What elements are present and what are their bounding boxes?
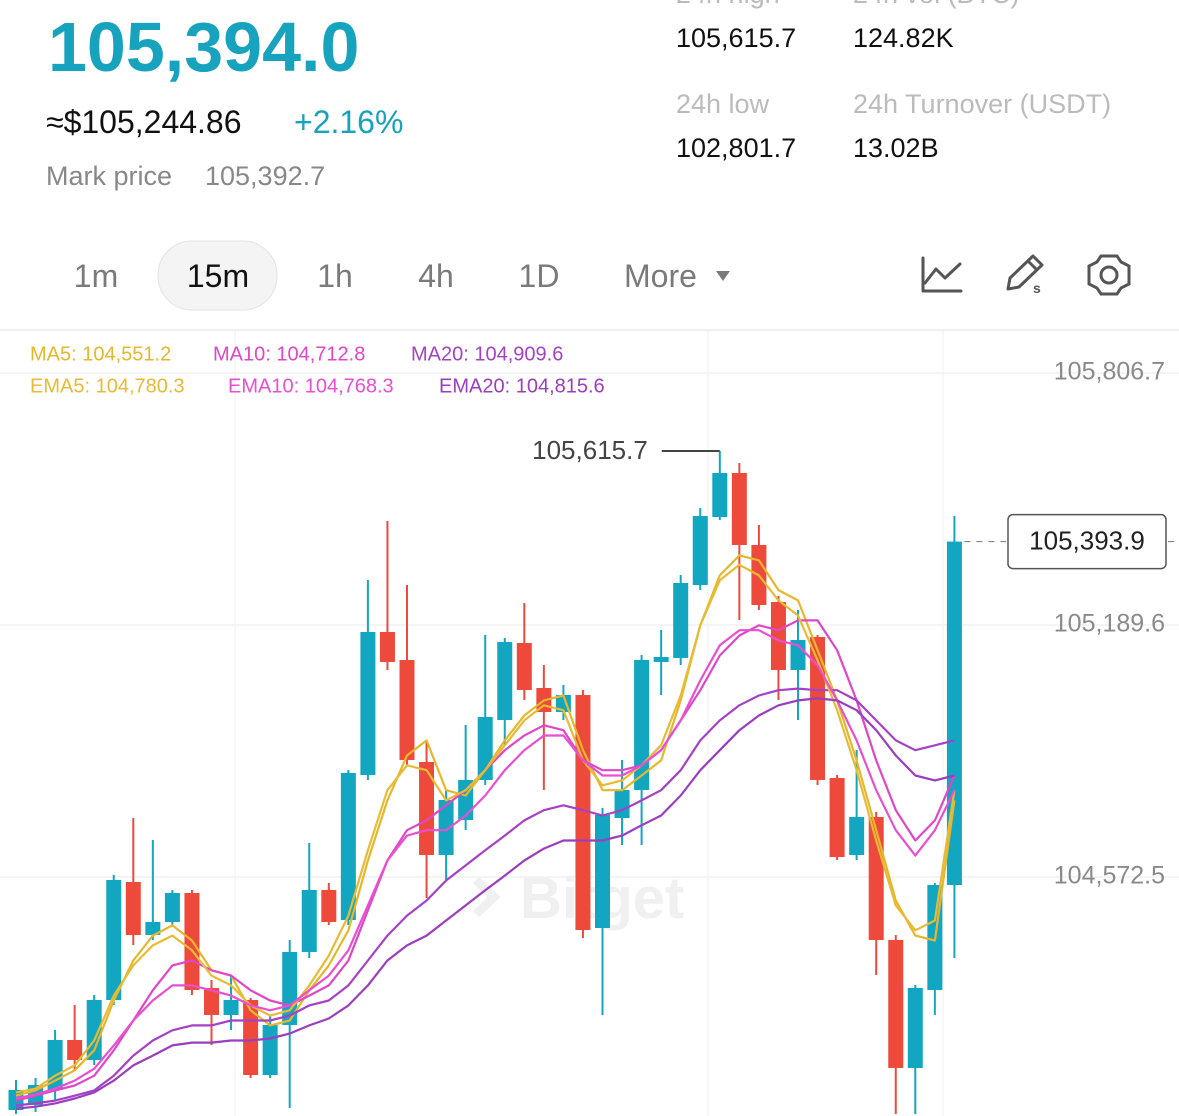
tab[interactable]: 1D [519, 258, 560, 294]
high-label: 105,615.7 [532, 435, 648, 465]
legend-entry: EMA5: 104,780.3 [30, 375, 185, 397]
candle-body [497, 642, 513, 720]
candle-body [595, 814, 610, 929]
settings-icon[interactable] [1087, 254, 1131, 296]
stat-value: 102,801.7 [676, 133, 796, 163]
candle-body [731, 472, 747, 545]
candle-body [164, 893, 180, 923]
indicator-line [15, 697, 955, 1110]
candle-body [712, 472, 728, 517]
tab[interactable]: 1m [74, 258, 118, 294]
tab-selected-bg [157, 240, 278, 311]
indicator-line [15, 629, 956, 1100]
last-price: 105,394.0 [48, 8, 359, 86]
candle-body [399, 659, 415, 760]
tab-selected[interactable]: 15m [187, 258, 249, 294]
candle-body [673, 583, 689, 658]
candle-body [67, 1040, 83, 1060]
legend-entry: EMA20: 104,815.6 [439, 375, 605, 397]
candle-body [106, 879, 122, 1000]
candle-body [223, 999, 239, 1015]
candle-body [829, 777, 845, 857]
indicator-line [15, 563, 956, 1094]
y-tick-label: 105,806.7 [1054, 358, 1165, 386]
candle-body [340, 773, 356, 921]
candle-body [770, 601, 786, 670]
stat-value: 124.82K [853, 23, 954, 53]
candle-body [379, 632, 395, 662]
mark-price: 105,392.7 [205, 161, 325, 191]
tab[interactable]: 1h [317, 258, 353, 294]
legend-entry: EMA10: 104,768.3 [228, 375, 394, 397]
last-price-box [1007, 513, 1167, 570]
candle-body [243, 999, 259, 1076]
candle-body [653, 656, 669, 662]
stat-label: 24h Turnover (USDT) [853, 89, 1111, 119]
candle-body [145, 922, 161, 935]
candle-body [125, 881, 141, 935]
tab-more[interactable]: More [624, 258, 697, 294]
stat-value: 13.02B [853, 133, 939, 163]
stat-label: 24h high [676, 0, 780, 9]
candle-body [907, 987, 923, 1068]
legend-entry: MA20: 104,909.6 [411, 343, 563, 365]
candle-body [262, 1024, 278, 1076]
candle-body [790, 640, 806, 670]
candle-body [321, 889, 337, 923]
y-tick-label: 104,572.5 [1054, 862, 1165, 890]
legend-entry: MA5: 104,551.2 [30, 343, 171, 365]
y-tick-label: 105,189.6 [1054, 610, 1165, 638]
candle-body [692, 515, 708, 586]
stat-value: 105,615.7 [676, 23, 796, 53]
candle-body [868, 816, 884, 941]
mark-price-label: Mark price [46, 161, 172, 191]
svg-text:s: s [1033, 280, 1041, 296]
candle-body [849, 816, 865, 855]
indicator-icon[interactable] [921, 256, 963, 293]
legend-entry: MA10: 104,712.8 [213, 343, 365, 365]
draw-icon[interactable]: s [1006, 254, 1044, 296]
last-price-label: 105,393.9 [1029, 525, 1145, 555]
candle-body [438, 799, 454, 855]
candle-body [634, 659, 650, 790]
change-percent: +2.16% [294, 104, 403, 140]
candle-body [204, 987, 219, 1015]
candle-body [301, 889, 317, 952]
usd-price: ≈$105,244.86 [46, 104, 242, 140]
more-caret [716, 271, 730, 281]
stat-label: 24h low [676, 89, 770, 119]
indicator-line [15, 687, 955, 1107]
stat-label: 24h vol (BTC) [853, 0, 1020, 9]
candle-body [360, 632, 376, 776]
candle-body [614, 789, 630, 818]
candle-body [516, 642, 532, 690]
tab[interactable]: 4h [418, 258, 454, 294]
candle-body [419, 761, 435, 855]
candle-body [888, 940, 904, 1068]
